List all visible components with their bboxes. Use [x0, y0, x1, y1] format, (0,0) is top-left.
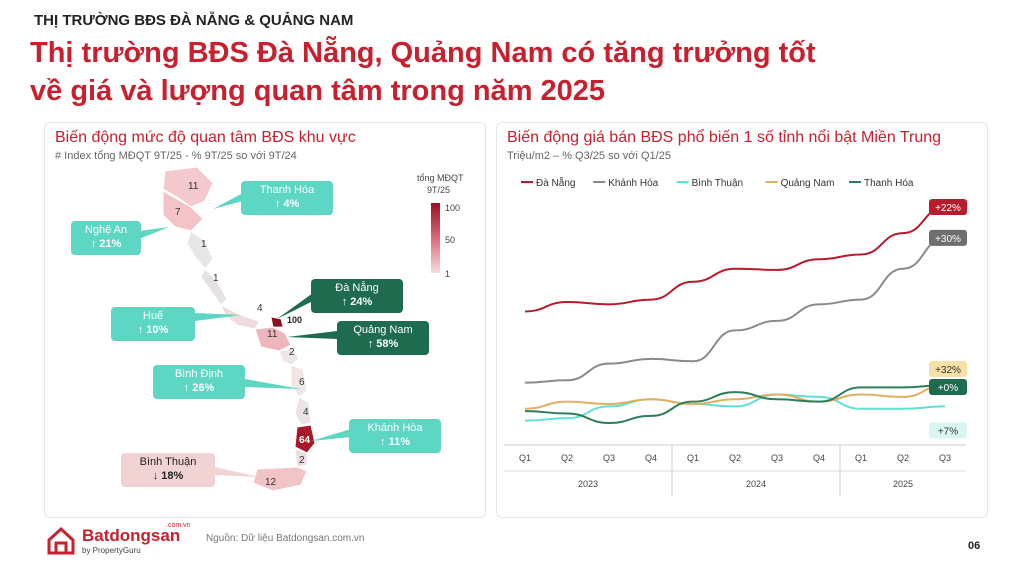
map-region-north [162, 166, 214, 208]
x-tick-label: Q1 [519, 453, 531, 463]
connector-binhthuan [215, 467, 259, 477]
map-value: 64 [299, 435, 311, 446]
series-line [524, 206, 946, 313]
map-value: 1 [213, 273, 219, 284]
legend-label: Khánh Hòa [608, 178, 658, 189]
end-label: +7% [938, 426, 958, 437]
map-region-ninhthuan [294, 448, 308, 468]
map-region-quangnam [254, 326, 292, 352]
map-region-khanhhoa [294, 424, 316, 454]
end-label-box [929, 199, 967, 215]
series-line [524, 384, 946, 410]
connector-danang [277, 293, 313, 319]
legend-label: Thanh Hóa [864, 178, 914, 189]
map-value: 2 [299, 455, 305, 466]
headline-line-2: về giá và lượng quan tâm trong năm 2025 [30, 75, 606, 107]
end-label-box [929, 361, 967, 378]
map-region-binhdinh [290, 364, 308, 398]
connector-binhdinh [245, 379, 301, 389]
map-region-danang [270, 316, 284, 328]
source-note: Nguồn: Dữ liệu Batdongsan.com.vn [206, 533, 365, 544]
year-label: 2024 [746, 479, 766, 489]
map-value: 4 [257, 303, 263, 314]
legend-label: Đà Nẵng [536, 176, 575, 189]
callout-thanh-hoa: Thanh Hóa ↑ 4% [241, 181, 333, 215]
logo-domain: .com.vn [166, 522, 191, 529]
callout-hue: Huế ↑ 10% [111, 307, 195, 341]
end-label: +32% [935, 365, 961, 376]
end-label: +30% [935, 234, 961, 245]
legend-label: Bình Thuận [692, 178, 744, 189]
map-value: 7 [175, 207, 181, 218]
callout-nghe-an: Nghệ An ↑ 21% [71, 221, 141, 255]
vietnam-map: 11 7 1 1 4 100 11 2 6 4 64 2 12 tổng MĐQ… [139, 166, 464, 492]
x-tick-label: Q4 [645, 453, 657, 463]
x-tick-label: Q3 [939, 453, 951, 463]
series-line [524, 384, 946, 425]
logo-name: Batdongsan [82, 526, 181, 545]
x-tick-label: Q1 [855, 453, 867, 463]
chart-subtitle: Triệu/m2 – % Q3/25 so với Q1/25 [507, 150, 671, 162]
x-tick-label: Q4 [813, 453, 825, 463]
headline-line-1: Thị trường BĐS Đà Nẵng, Quảng Nam có tăn… [30, 37, 816, 69]
x-tick-label: Q1 [687, 453, 699, 463]
map-value: 100 [287, 315, 302, 325]
page-headline: Thị trường BĐS Đà Nẵng, Quảng Nam có tăn… [30, 34, 990, 110]
x-tick-label: Q2 [729, 453, 741, 463]
end-label: +22% [935, 203, 961, 214]
end-label-box [929, 422, 967, 439]
map-region-phuyen [294, 396, 312, 426]
map-value: 11 [188, 181, 199, 192]
map-value: 1 [201, 239, 207, 250]
logo-house-icon [47, 526, 75, 555]
series-line [524, 236, 946, 384]
connector-thanhhoa [213, 193, 243, 209]
map-region-binhthuan [252, 466, 308, 492]
x-tick-label: Q2 [897, 453, 909, 463]
year-label: 2023 [578, 479, 598, 489]
page-number: 06 [968, 540, 981, 552]
x-tick-label: Q2 [561, 453, 573, 463]
chart-title: Biến động giá bán BĐS phổ biến 1 số tỉnh… [507, 129, 942, 146]
legend-tick: 50 [445, 235, 455, 245]
map-region-quangngai [278, 348, 300, 366]
connector-khanhhoa [311, 429, 351, 441]
map-region-hatinh [186, 230, 214, 270]
callout-khanh-hoa: Khánh Hòa ↑ 11% [349, 419, 441, 453]
map-panel-title: Biến động mức độ quan tâm BĐS khu vực [55, 129, 356, 146]
map-value: 4 [303, 407, 309, 418]
legend-title: tổng MĐQT [417, 173, 464, 183]
legend-tick: 100 [445, 203, 460, 213]
interest-map-panel: Biến động mức độ quan tâm BĐS khu vực # … [44, 122, 486, 518]
price-line-chart: Đà Nẵng Khánh Hòa Bình Thuận Quảng Nam Thanh… [504, 176, 967, 497]
callout-quang-nam: Quảng Nam ↑ 58% [337, 321, 429, 355]
year-label: 2025 [893, 479, 913, 489]
legend-label: Quảng Nam [781, 178, 835, 189]
connector-nghean [139, 227, 169, 239]
connector-hue [195, 313, 241, 321]
legend-gradient [431, 203, 440, 273]
end-label: +0% [938, 383, 958, 394]
map-value: 6 [299, 377, 305, 388]
x-tick-label: Q3 [771, 453, 783, 463]
end-label-box [929, 379, 967, 396]
x-tick-label: Q3 [603, 453, 615, 463]
map-value: 11 [267, 329, 278, 340]
end-label-box [929, 229, 967, 246]
map-panel-subtitle: # Index tổng MĐQT 9T/25 - % 9T/25 so với… [55, 150, 297, 162]
logo-subtitle: by PropertyGuru [82, 546, 141, 555]
series-line [524, 393, 946, 422]
callout-binh-dinh: Bình Định ↑ 26% [153, 365, 245, 399]
section-eyebrow: THỊ TRƯỜNG BĐS ĐÀ NẴNG & QUẢNG NAM [34, 12, 354, 29]
map-value: 2 [289, 347, 295, 358]
legend-tick: 1 [445, 269, 450, 279]
callout-da-nang: Đà Nẵng ↑ 24% [311, 279, 403, 313]
price-chart-panel: Biến động giá bán BĐS phổ biến 1 số tỉnh… [496, 122, 988, 518]
map-region-quangtri-hue [220, 303, 260, 330]
brand-logo: Batdongsan .com.vn by PropertyGuru [46, 522, 196, 558]
callout-binh-thuan: Bình Thuận ↓ 18% [121, 453, 215, 487]
legend-title: 9T/25 [427, 185, 450, 195]
connector-quangnam [287, 331, 337, 339]
map-value: 12 [265, 477, 277, 488]
